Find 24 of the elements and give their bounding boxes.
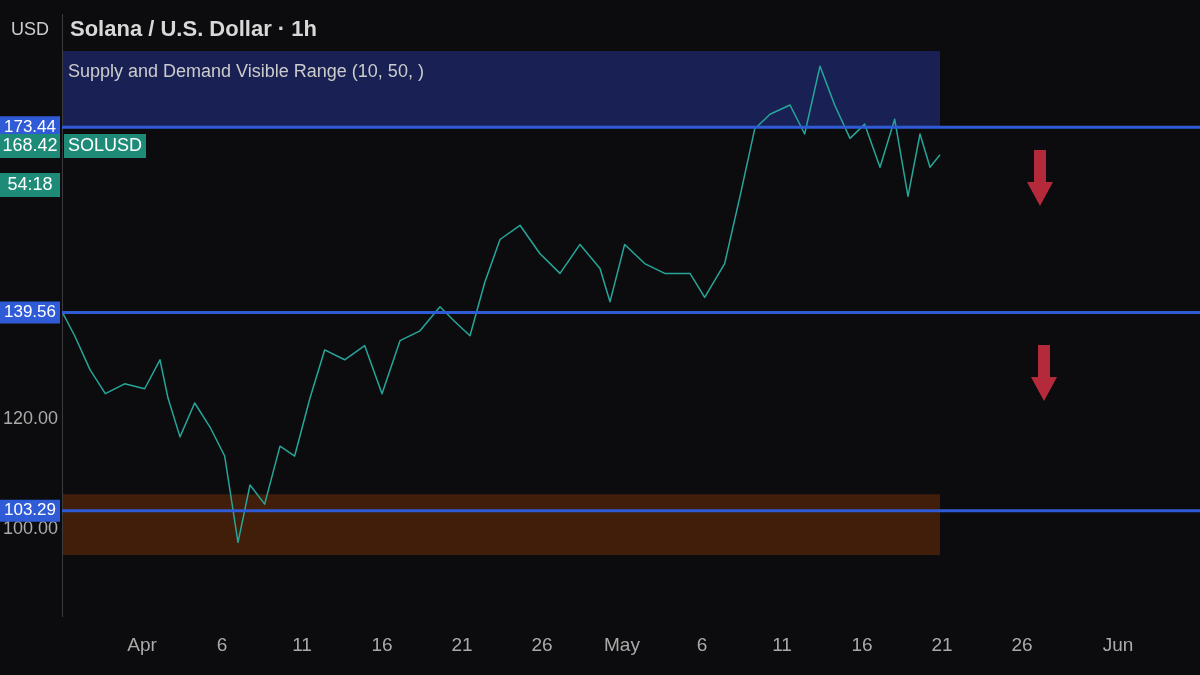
x-tick-label: 6 [696, 633, 708, 655]
x-tick-label: May [604, 633, 641, 655]
x-tick-label: 21 [931, 633, 953, 655]
annotation: Supply and Demand Visible Range (10, 50, ) [68, 60, 424, 81]
x-tick-label: 21 [451, 633, 473, 655]
x-tick-label: 11 [772, 633, 792, 655]
y-axis-title: USD [10, 18, 50, 39]
x-tick-label: 16 [851, 633, 873, 655]
y-tick-label: 100.00 [2, 517, 58, 538]
y-tick-label: 120.00 [2, 408, 58, 429]
annotation: SOLUSD [68, 134, 143, 155]
ref-line-label: 173.44 [4, 116, 56, 136]
x-tick-label: 11 [292, 633, 312, 655]
ref-line-label: 139.56 [4, 302, 56, 322]
x-tick-label: 16 [371, 633, 393, 655]
chart-title: Solana / U.S. Dollar · 1h [70, 16, 317, 42]
x-tick-label: Apr [127, 633, 158, 655]
x-tick-label: 26 [1011, 633, 1033, 655]
x-tick-label: 6 [216, 633, 228, 655]
ref-line-label: 103.29 [4, 500, 56, 520]
text: 54:18 [7, 173, 53, 194]
x-tick-label: Jun [1102, 633, 1134, 655]
x-tick-label: 26 [531, 633, 553, 655]
text: 168.42 [2, 134, 58, 155]
